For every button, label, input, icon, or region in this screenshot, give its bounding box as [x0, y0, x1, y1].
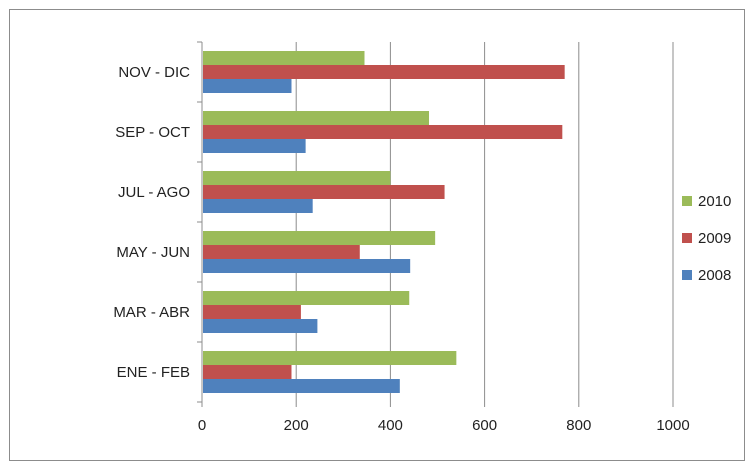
bar-2008-jul-ago [203, 199, 313, 213]
category-label: NOV - DIC [118, 64, 190, 81]
bar-2010-jul-ago [203, 171, 391, 185]
chart-frame: 0 200 400 600 800 1000 ENE - FEB MAR - ABR MAY -… [9, 9, 745, 461]
x-tick-label: 1000 [656, 417, 689, 434]
bar-2009-ene-feb [203, 365, 292, 379]
x-tick-label: 400 [378, 417, 403, 434]
bar-chart: 0 200 400 600 800 1000 ENE - FEB MAR - ABR MAY -… [113, 41, 731, 434]
bar-2009-jul-ago [203, 185, 445, 199]
x-tick-label: 0 [198, 417, 206, 434]
x-tick-label: 600 [472, 417, 497, 434]
legend-label-2009: 2009 [698, 230, 731, 247]
bar-2010-mar-abr [203, 291, 410, 305]
legend-label-2010: 2010 [698, 193, 731, 210]
legend-swatch-2010 [682, 196, 692, 206]
bar-2009-may-jun [203, 245, 360, 259]
bar-2008-nov-dic [203, 79, 292, 93]
bar-2008-may-jun [203, 259, 411, 273]
bar-2010-nov-dic [203, 51, 365, 65]
bar-2008-mar-abr [203, 319, 318, 333]
category-label: ENE - FEB [117, 364, 190, 381]
category-label: MAY - JUN [116, 244, 190, 261]
category-label: JUL - AGO [118, 184, 190, 201]
bar-2010-sep-oct [203, 111, 430, 125]
bar-2010-may-jun [203, 231, 436, 245]
bar-2009-mar-abr [203, 305, 301, 319]
bar-2010-ene-feb [203, 351, 457, 365]
bar-2009-sep-oct [203, 125, 563, 139]
x-tick-label: 800 [566, 417, 591, 434]
category-label: SEP - OCT [115, 124, 190, 141]
bar-2008-sep-oct [203, 139, 306, 153]
legend-label-2008: 2008 [698, 267, 731, 284]
legend-swatch-2009 [682, 233, 692, 243]
bar-2008-ene-feb [203, 379, 400, 393]
legend-swatch-2008 [682, 270, 692, 280]
bar-2009-nov-dic [203, 65, 565, 79]
x-tick-label: 200 [284, 417, 309, 434]
category-label: MAR - ABR [113, 304, 190, 321]
